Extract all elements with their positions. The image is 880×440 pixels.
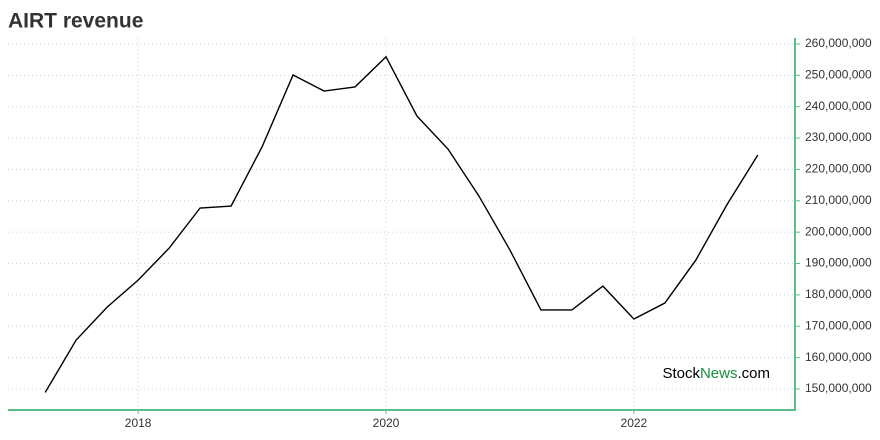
watermark-part: Stock — [662, 365, 700, 382]
y-tick-label: 150,000,000 — [805, 381, 872, 395]
y-tick-label: 200,000,000 — [805, 224, 872, 238]
y-tick-label: 240,000,000 — [805, 99, 872, 113]
line — [44, 55, 759, 393]
y-tick-label: 260,000,000 — [805, 36, 872, 50]
watermark-part: .com — [737, 365, 770, 382]
watermark-part: News — [700, 365, 738, 382]
y-tick-label: 160,000,000 — [805, 350, 872, 364]
watermark: StockNews.com — [662, 365, 770, 382]
y-tick-label: 170,000,000 — [805, 318, 872, 332]
y-tick-label: 250,000,000 — [805, 67, 872, 81]
y-tick-label: 180,000,000 — [805, 287, 872, 301]
x-tick-label: 2022 — [621, 416, 648, 430]
x-tick-label: 2020 — [373, 416, 400, 430]
y-tick-label: 190,000,000 — [805, 256, 872, 270]
y-tick-label: 210,000,000 — [805, 193, 872, 207]
chart-title: AIRT revenue — [8, 10, 143, 33]
x-tick-label: 2018 — [125, 416, 152, 430]
y-tick-label: 220,000,000 — [805, 162, 872, 176]
y-tick-label: 230,000,000 — [805, 130, 872, 144]
